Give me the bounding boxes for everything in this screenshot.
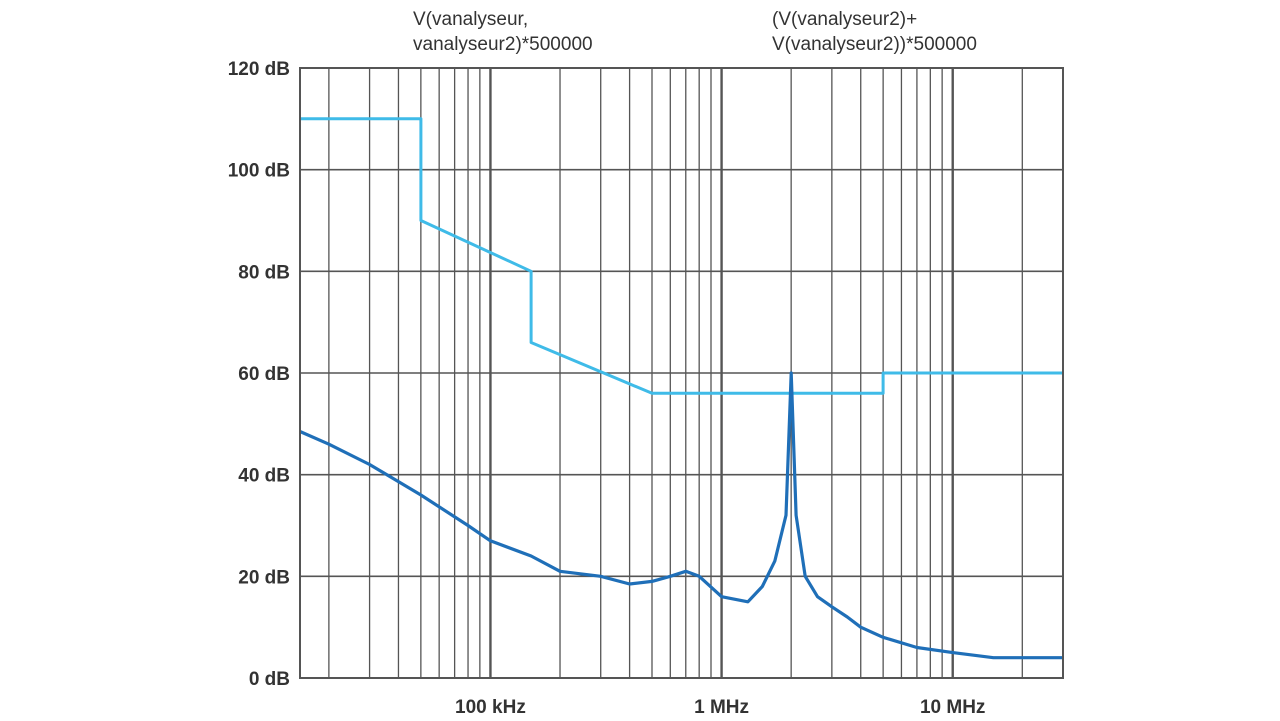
y-tick-label-0: 0 dB <box>249 669 290 690</box>
y-tick-label-1: 20 dB <box>238 567 290 588</box>
annotation-1-line-0: (V(vanalyseur2)+ <box>772 9 917 30</box>
y-tick-label-5: 100 dB <box>228 161 290 182</box>
annotations: V(vanalyseur, vanalyseur2)*500000 (V(vanal… <box>413 9 977 55</box>
y-tick-labels: 0 dB 20 dB 40 dB 60 dB 80 dB 100 dB 120 dB <box>228 59 290 690</box>
series-line-0 <box>300 117 1063 395</box>
series-group <box>299 117 1063 660</box>
x-tick-label-1: 1 MHz <box>694 697 749 718</box>
y-tick-label-4: 80 dB <box>238 262 290 283</box>
plot-frame <box>299 67 1064 679</box>
x-tick-label-2: 10 MHz <box>920 697 985 718</box>
y-tick-label-2: 40 dB <box>238 466 290 487</box>
x-tick-label-0: 100 kHz <box>455 697 526 718</box>
y-tick-label-3: 60 dB <box>238 364 290 385</box>
y-tick-label-6: 120 dB <box>228 59 290 80</box>
series-line-1 <box>299 371 1063 660</box>
annotation-1-line-1: V(vanalyseur2))*500000 <box>772 34 977 55</box>
annotation-0-line-1: vanalyseur2)*500000 <box>413 34 593 55</box>
annotation-0-line-0: V(vanalyseur, <box>413 9 528 30</box>
x-tick-labels: 100 kHz 1 MHz 10 MHz <box>455 697 985 718</box>
